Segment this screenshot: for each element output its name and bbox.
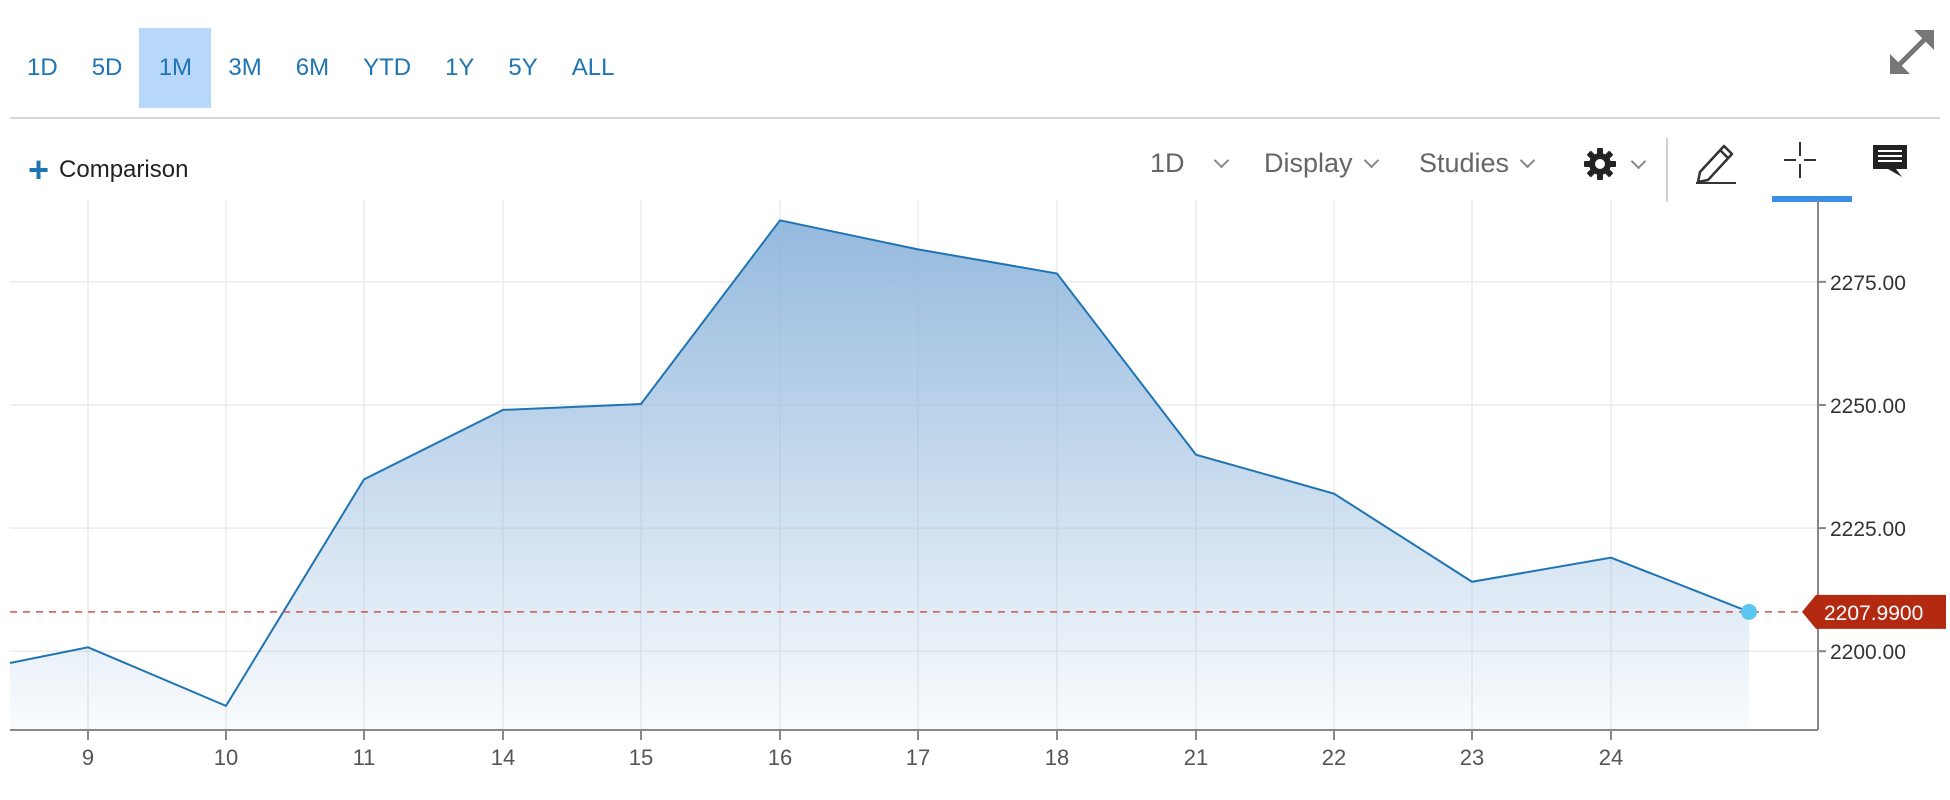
x-tick-label: 23 (1460, 745, 1484, 770)
range-button-ytd[interactable]: YTD (363, 54, 412, 81)
chevron-down-icon[interactable] (1632, 156, 1644, 168)
expand-icon[interactable] (1884, 24, 1940, 80)
range-button-1d[interactable]: 1D (27, 54, 58, 81)
time-range-selector: 1D 5D 1M 3M 6M YTD 1Y 5Y ALL (10, 28, 631, 108)
plus-icon: + (28, 149, 50, 190)
range-button-3m[interactable]: 3M (228, 54, 262, 81)
x-tick-label: 15 (629, 745, 653, 770)
x-tick-label: 10 (214, 745, 238, 770)
x-tick-label: 17 (906, 745, 930, 770)
interval-dropdown[interactable]: 1D (1150, 148, 1227, 179)
x-tick-label: 9 (82, 745, 94, 770)
chevron-down-icon (1365, 155, 1377, 167)
x-tick-label: 24 (1599, 745, 1623, 770)
range-button-6m[interactable]: 6M (295, 54, 330, 81)
studies-label: Studies (1419, 148, 1510, 178)
crosshair-icon[interactable] (1782, 140, 1818, 180)
comparison-label: Comparison (59, 156, 189, 183)
range-button-5y[interactable]: 5Y (508, 54, 538, 81)
toolbar-separator (1666, 138, 1668, 202)
display-label: Display (1264, 148, 1353, 178)
studies-dropdown[interactable]: Studies (1419, 148, 1533, 179)
x-tick-label: 11 (353, 745, 376, 770)
range-button-all[interactable]: ALL (571, 54, 615, 81)
x-tick-label: 22 (1322, 745, 1346, 770)
pencil-icon[interactable] (1694, 138, 1738, 184)
gear-icon[interactable] (1582, 146, 1618, 182)
y-tick-label: 2250.00 (1830, 395, 1906, 418)
y-tick-label: 2275.00 (1830, 272, 1906, 295)
display-dropdown[interactable]: Display (1264, 148, 1377, 179)
x-tick-label: 14 (491, 745, 515, 770)
price-tag (1802, 594, 1946, 629)
range-button-1m[interactable]: 1M (139, 28, 212, 108)
toolbar-divider (10, 117, 1940, 119)
chevron-down-icon (1215, 155, 1227, 167)
active-tool-indicator (1772, 196, 1852, 202)
range-button-5d[interactable]: 5D (91, 54, 123, 81)
current-price-marker (1741, 603, 1757, 620)
chevron-down-icon (1521, 155, 1533, 167)
range-button-1y[interactable]: 1Y (445, 54, 475, 81)
x-tick-label: 16 (768, 745, 792, 770)
price-line (9, 219, 1750, 708)
price-chart[interactable]: 2200.00 2225.00 2250.00 2275.00 9 10 11 14 15 16 1… (0, 200, 1950, 800)
comment-icon[interactable] (1872, 144, 1908, 178)
interval-label: 1D (1150, 148, 1185, 178)
x-tick-label: 21 (1184, 745, 1208, 770)
y-tick-label: 2200.00 (1830, 641, 1906, 664)
current-price-label: 2207.9900 (1824, 602, 1923, 625)
comparison-button[interactable]: + Comparison (28, 152, 188, 188)
y-tick-label: 2225.00 (1830, 518, 1906, 541)
price-area (10, 220, 1749, 730)
x-tick-label: 18 (1045, 745, 1069, 770)
